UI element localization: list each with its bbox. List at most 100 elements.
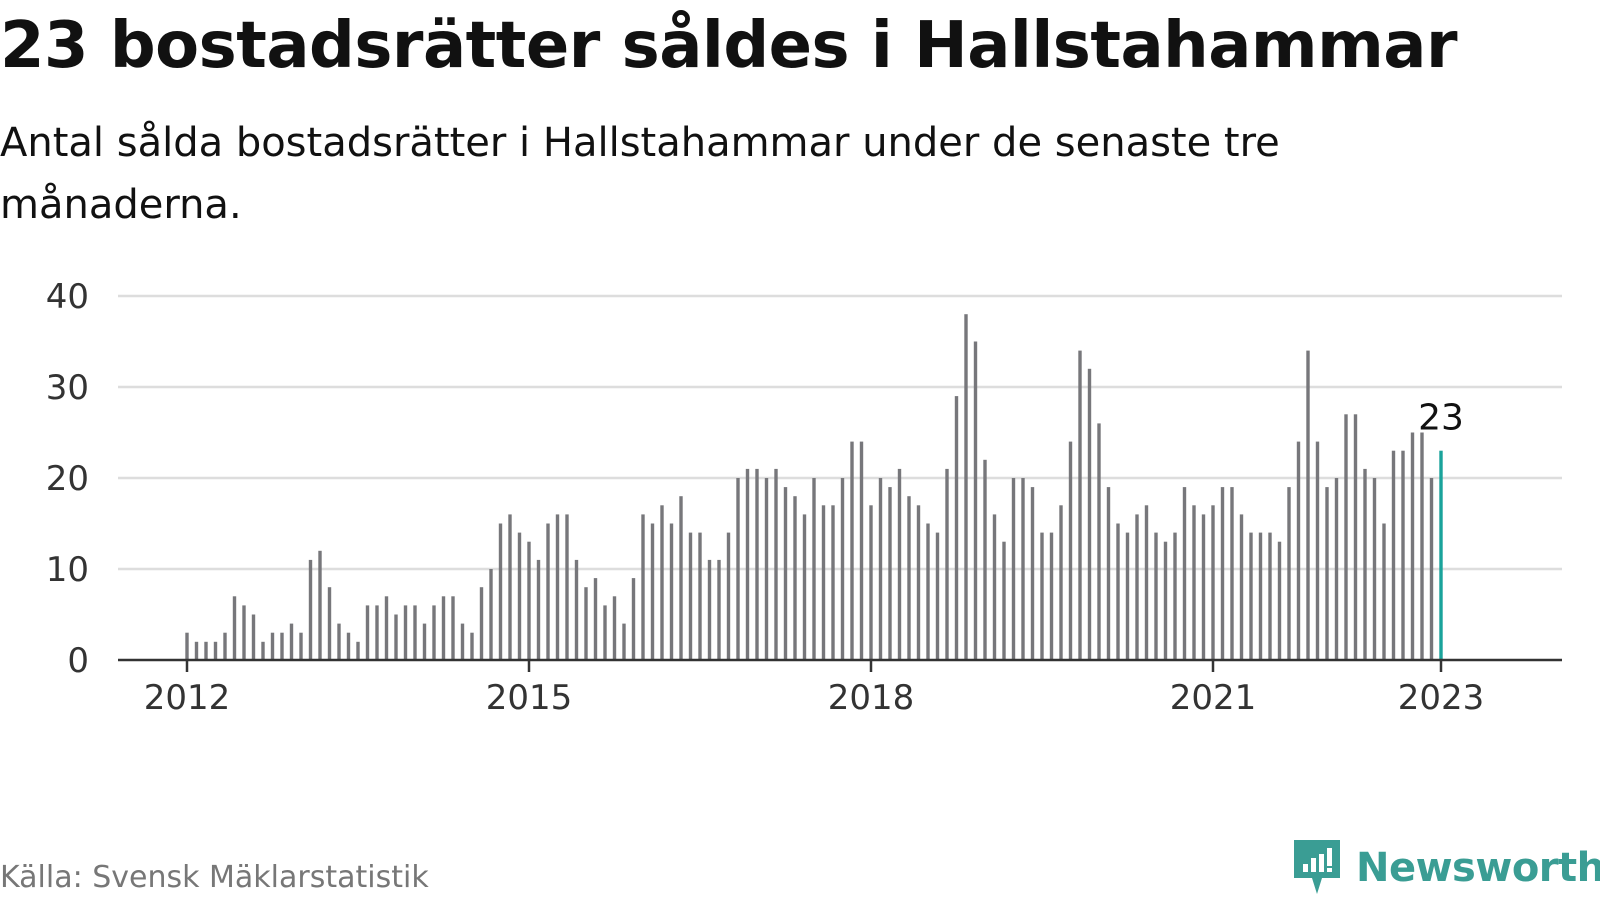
bar bbox=[422, 623, 427, 660]
bar bbox=[1230, 487, 1234, 660]
bar bbox=[574, 559, 579, 660]
bar bbox=[859, 441, 864, 660]
bar bbox=[1002, 541, 1006, 660]
bar bbox=[508, 514, 512, 660]
bar bbox=[869, 505, 873, 660]
bar bbox=[555, 514, 560, 660]
bar bbox=[1106, 487, 1111, 660]
bar bbox=[907, 496, 911, 660]
bar bbox=[669, 523, 674, 660]
bar bbox=[327, 587, 332, 660]
newsworthy-icon bbox=[1294, 840, 1340, 894]
bar bbox=[840, 478, 845, 660]
bar bbox=[1334, 478, 1339, 660]
bar bbox=[593, 578, 598, 660]
bar bbox=[945, 468, 949, 660]
bar bbox=[1372, 478, 1377, 660]
bar bbox=[1059, 505, 1063, 660]
bar bbox=[403, 605, 408, 660]
bar bbox=[964, 314, 968, 660]
bar bbox=[546, 523, 550, 660]
bar bbox=[1239, 514, 1244, 660]
bar bbox=[232, 596, 237, 660]
bar bbox=[308, 559, 313, 660]
bar bbox=[489, 569, 493, 660]
bar bbox=[1325, 487, 1329, 660]
bar bbox=[289, 623, 294, 660]
x-tick-label: 2021 bbox=[1170, 678, 1257, 718]
bar bbox=[261, 641, 265, 660]
bar bbox=[783, 487, 788, 660]
bar bbox=[707, 559, 712, 660]
bar bbox=[745, 468, 750, 660]
bar bbox=[337, 623, 341, 660]
bar bbox=[1135, 514, 1139, 660]
bar bbox=[223, 632, 227, 660]
bar bbox=[194, 641, 199, 660]
bar bbox=[1353, 414, 1358, 660]
bar bbox=[688, 532, 693, 660]
bar bbox=[916, 505, 921, 660]
bar bbox=[384, 596, 389, 660]
bar bbox=[774, 468, 778, 660]
bar bbox=[1306, 350, 1310, 660]
bar bbox=[1429, 478, 1434, 660]
bar bbox=[698, 532, 702, 660]
bar bbox=[1040, 532, 1044, 660]
y-tick-label: 40 bbox=[46, 277, 89, 317]
chart-subtitle: Antal sålda bostadsrätter i Hallstahamma… bbox=[0, 120, 1280, 228]
bar bbox=[1201, 514, 1206, 660]
bar bbox=[1401, 450, 1405, 660]
bar bbox=[375, 605, 379, 660]
bar bbox=[479, 587, 484, 660]
bar bbox=[831, 505, 835, 660]
bar bbox=[1173, 532, 1177, 660]
y-tick-label: 0 bbox=[67, 641, 89, 681]
brand-name: Newsworthy bbox=[1356, 845, 1600, 891]
bar bbox=[1268, 532, 1272, 660]
bar bbox=[717, 559, 721, 660]
x-tick-label: 2023 bbox=[1398, 678, 1485, 718]
x-tick-label: 2015 bbox=[486, 678, 573, 718]
bar bbox=[793, 496, 797, 660]
bar bbox=[736, 478, 740, 660]
bar bbox=[470, 632, 474, 660]
bar bbox=[460, 623, 465, 660]
bar bbox=[1144, 505, 1149, 660]
bar bbox=[622, 623, 626, 660]
bar bbox=[650, 523, 655, 660]
bar bbox=[1192, 505, 1196, 660]
bar bbox=[973, 341, 978, 660]
bar bbox=[1078, 350, 1082, 660]
bar bbox=[992, 514, 997, 660]
bar bbox=[394, 614, 398, 660]
bar bbox=[270, 632, 275, 660]
bar bbox=[1154, 532, 1158, 660]
bar bbox=[812, 478, 816, 660]
bar bbox=[1116, 523, 1120, 660]
bar bbox=[660, 505, 664, 660]
bar bbox=[251, 614, 256, 660]
bar bbox=[346, 632, 351, 660]
bar bbox=[213, 641, 218, 660]
bar bbox=[1011, 478, 1016, 660]
bar bbox=[432, 605, 436, 660]
bar bbox=[603, 605, 607, 660]
bar bbox=[935, 532, 940, 660]
last-value-label: 23 bbox=[1418, 398, 1464, 439]
bar bbox=[1068, 441, 1073, 660]
bar bbox=[1315, 441, 1320, 660]
bar bbox=[1391, 450, 1396, 660]
x-tick-label: 2012 bbox=[144, 678, 231, 718]
bar bbox=[1021, 478, 1025, 660]
bar bbox=[612, 596, 617, 660]
bar bbox=[1296, 441, 1301, 660]
bar bbox=[1287, 487, 1291, 660]
bar bbox=[536, 559, 541, 660]
bar bbox=[1182, 487, 1187, 660]
bar bbox=[850, 441, 854, 660]
y-tick-label: 20 bbox=[46, 459, 89, 499]
bar bbox=[802, 514, 807, 660]
bar bbox=[821, 505, 826, 660]
bar bbox=[1410, 432, 1415, 660]
